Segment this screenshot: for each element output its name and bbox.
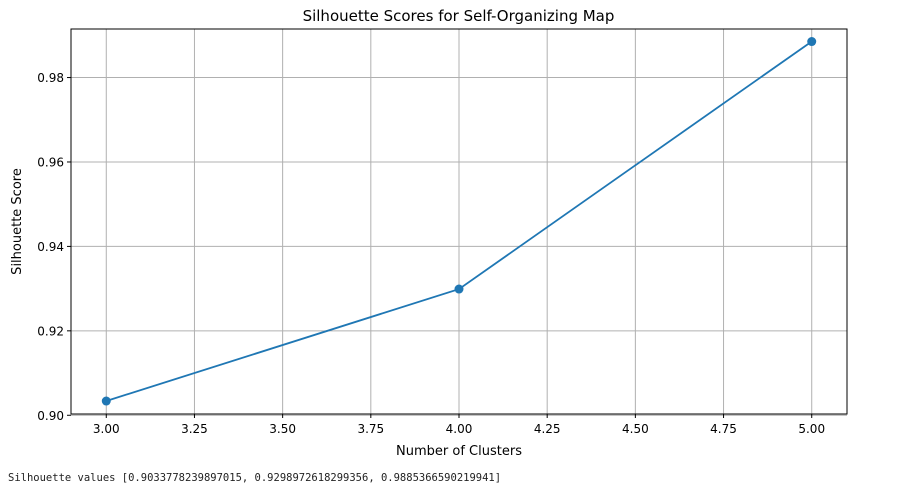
- y-tick-label: 0.96: [37, 155, 64, 169]
- x-axis-ticks: 3.00 3.25 3.50 3.75 4.00 4.25 4.50 4.75 5.00: [93, 414, 825, 436]
- data-point-marker: [101, 396, 111, 406]
- x-tick-label: 3.75: [357, 422, 384, 436]
- x-tick-label: 3.00: [93, 422, 120, 436]
- x-tick-label: 4.25: [534, 422, 561, 436]
- y-tick-label: 0.94: [37, 240, 64, 254]
- x-tick-label: 3.50: [269, 422, 296, 436]
- x-tick-label: 4.50: [622, 422, 649, 436]
- y-tick-label: 0.90: [37, 409, 64, 423]
- chart-title: Silhouette Scores for Self-Organizing Ma…: [303, 7, 615, 25]
- x-tick-label: 3.25: [181, 422, 208, 436]
- data-series: [101, 37, 817, 406]
- y-axis-ticks: 0.90 0.92 0.94 0.96 0.98: [37, 71, 71, 423]
- data-point-marker: [454, 284, 464, 294]
- y-tick-label: 0.98: [37, 71, 64, 85]
- grid-lines: [71, 29, 847, 416]
- x-tick-label: 4.00: [446, 422, 473, 436]
- y-axis-label: Silhouette Score: [10, 168, 25, 275]
- y-tick-label: 0.92: [37, 324, 64, 338]
- x-tick-label: 4.75: [710, 422, 737, 436]
- data-point-marker: [807, 37, 817, 47]
- x-axis-label: Number of Clusters: [396, 444, 522, 459]
- console-output: Silhouette values [0.9033778239897015, 0…: [8, 472, 502, 484]
- x-tick-label: 5.00: [798, 422, 825, 436]
